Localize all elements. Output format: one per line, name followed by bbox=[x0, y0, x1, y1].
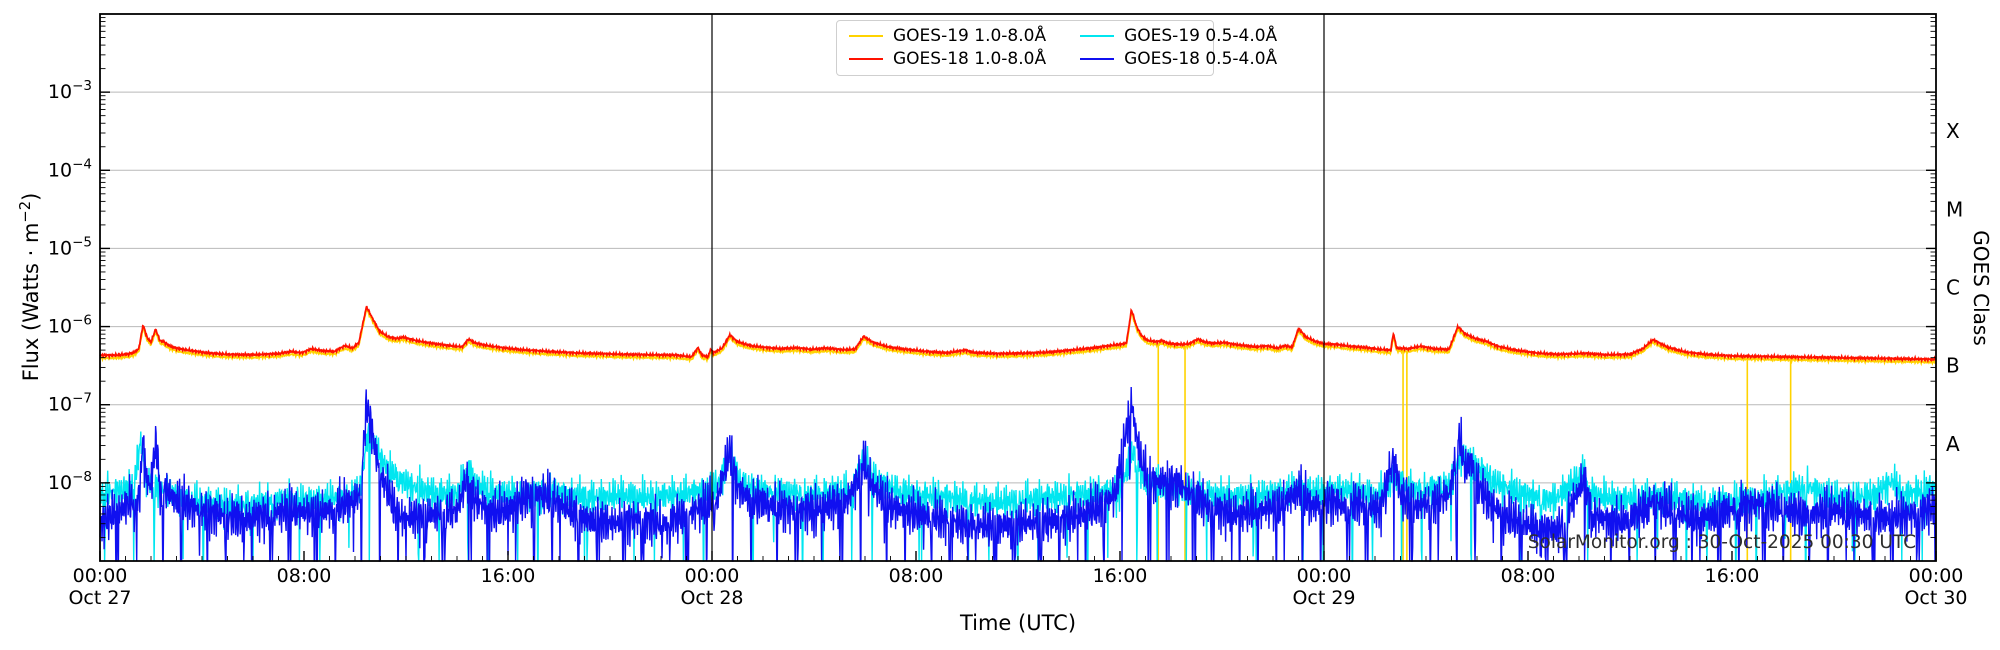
legend-entry-goes18-long: GOES-18 1.0-8.0Å bbox=[849, 49, 1046, 69]
x-tick-time-label: 08:00 bbox=[1501, 565, 1556, 587]
series-goes19-long bbox=[99, 306, 1937, 367]
axes-spines bbox=[99, 13, 1937, 562]
x-tick-time-label: 00:00 bbox=[73, 565, 128, 587]
y-tick-label: 10−5 bbox=[48, 234, 92, 259]
legend-line-blue-icon bbox=[1080, 58, 1115, 60]
x-tick-time-label: 16:00 bbox=[1705, 565, 1760, 587]
x-tick-day-label: Oct 30 bbox=[1904, 587, 1967, 609]
goes-class-label: M bbox=[1946, 197, 1963, 221]
legend-label: GOES-19 1.0-8.0Å bbox=[893, 26, 1047, 46]
legend-line-red-icon bbox=[849, 58, 883, 60]
x-tick-time-label: 00:00 bbox=[1297, 565, 1352, 587]
y-axis-title: Flux (Watts · m−2) bbox=[17, 193, 43, 382]
x-tick-day-label: Oct 29 bbox=[1292, 587, 1355, 609]
legend-entry-goes18-short: GOES-18 0.5-4.0Å bbox=[1080, 49, 1277, 69]
y-tick-label: 10−7 bbox=[48, 391, 92, 416]
x-tick-time-label: 08:00 bbox=[277, 565, 332, 587]
goes-class-label: B bbox=[1946, 354, 1960, 378]
y-tick-label: 10−6 bbox=[48, 313, 92, 338]
x-tick-time-label: 16:00 bbox=[481, 565, 536, 587]
x-tick-time-label: 00:00 bbox=[685, 565, 740, 587]
goes-class-label: X bbox=[1946, 119, 1960, 143]
legend-entry-goes19-short: GOES-19 0.5-4.0Å bbox=[1080, 26, 1277, 46]
series-goes18-long bbox=[99, 305, 1937, 364]
y-axis-title-close: ) bbox=[19, 192, 43, 201]
legend-entry-goes19-long: GOES-19 1.0-8.0Å bbox=[849, 26, 1046, 46]
right-axis-title: GOES Class bbox=[1969, 230, 1993, 346]
y-axis-title-text: Flux (Watts · m bbox=[19, 222, 43, 382]
y-tick-label: 10−8 bbox=[48, 469, 92, 494]
legend-label: GOES-18 0.5-4.0Å bbox=[1124, 49, 1278, 69]
x-tick-day-label: Oct 28 bbox=[680, 587, 743, 609]
x-tick-day-label: Oct 27 bbox=[68, 587, 131, 609]
goes-class-label: A bbox=[1946, 432, 1960, 456]
legend-label: GOES-19 0.5-4.0Å bbox=[1124, 26, 1278, 46]
x-tick-time-label: 16:00 bbox=[1093, 565, 1148, 587]
watermark: SolarMonitor.org : 30-Oct-2025 00:30 UTC bbox=[1527, 532, 1916, 553]
legend: GOES-19 1.0-8.0Å GOES-18 1.0-8.0Å GOES-1… bbox=[836, 20, 1277, 76]
goes-class-label: C bbox=[1946, 276, 1960, 300]
legend-line-cyan-icon bbox=[1080, 35, 1115, 37]
legend-label: GOES-18 1.0-8.0Å bbox=[893, 49, 1047, 69]
y-tick-label: 10−3 bbox=[48, 78, 92, 103]
legend-line-yellow-icon bbox=[849, 35, 883, 37]
y-tick-label: 10−4 bbox=[48, 156, 92, 181]
x-tick-time-label: 00:00 bbox=[1909, 565, 1964, 587]
x-tick-time-label: 08:00 bbox=[889, 565, 944, 587]
y-axis-title-sup: −2 bbox=[17, 200, 34, 223]
x-axis-title: Time (UTC) bbox=[959, 611, 1077, 635]
